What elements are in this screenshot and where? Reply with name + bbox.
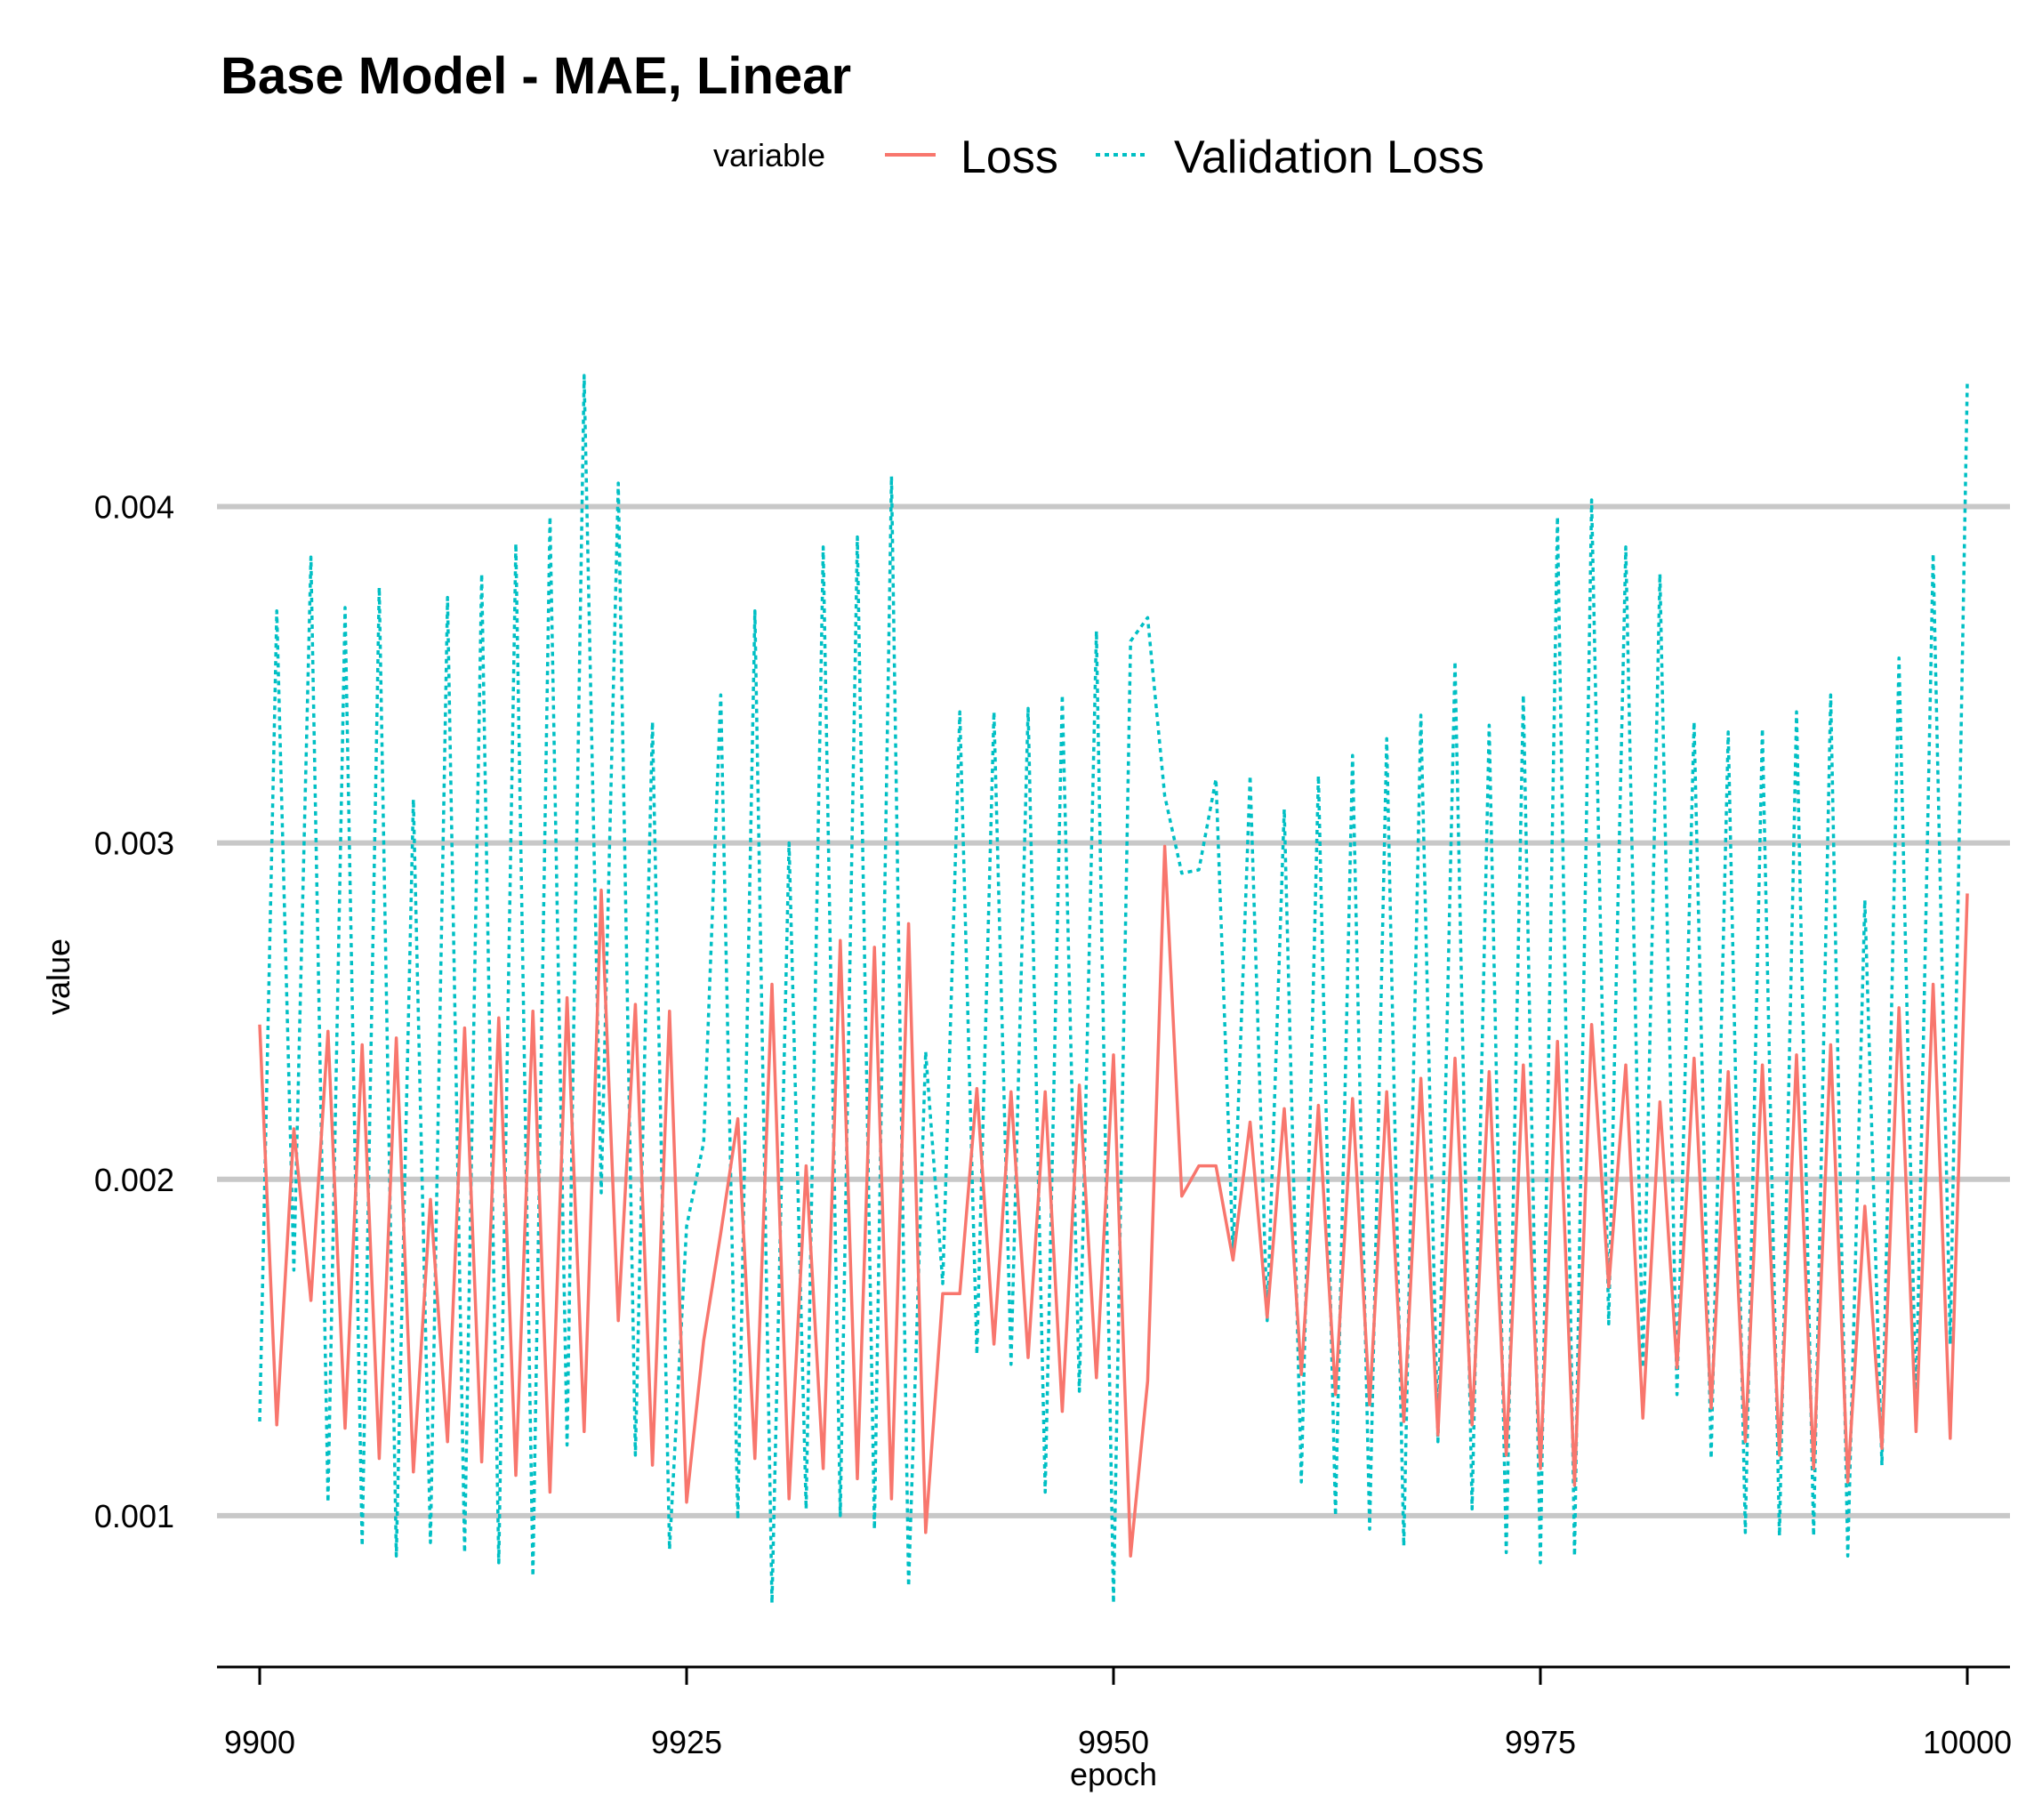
y-tick-label: 0.003: [94, 825, 174, 862]
x-axis-title: epoch: [1070, 1756, 1157, 1792]
chart-title: Base Model - MAE, Linear: [221, 47, 851, 105]
legend: variable Loss Validation Loss: [713, 132, 1484, 183]
series-line-validation-loss: [258, 374, 1969, 1605]
x-tick-label: 9900: [224, 1724, 295, 1760]
y-axis-title: value: [40, 938, 76, 1015]
series-line-loss: [258, 844, 1969, 1558]
legend-label-validation-loss: Validation Loss: [1174, 132, 1484, 183]
x-tick-label: 9975: [1505, 1724, 1576, 1760]
y-tick-label: 0.004: [94, 489, 174, 526]
series-lines: [258, 374, 1969, 1605]
y-tick-label: 0.001: [94, 1498, 174, 1534]
y-tick-label: 0.002: [94, 1162, 174, 1198]
x-tick-label: 9950: [1078, 1724, 1149, 1760]
legend-label-loss: Loss: [961, 132, 1058, 183]
legend-title: variable: [713, 137, 825, 173]
x-tick-label: 9925: [651, 1724, 722, 1760]
x-tick-label: 10000: [1923, 1724, 2012, 1760]
axes: 0.001 0.002 0.003 0.004 9900 9925 9950 9975 1000…: [94, 489, 2012, 1760]
grid-lines: [217, 503, 2010, 1518]
